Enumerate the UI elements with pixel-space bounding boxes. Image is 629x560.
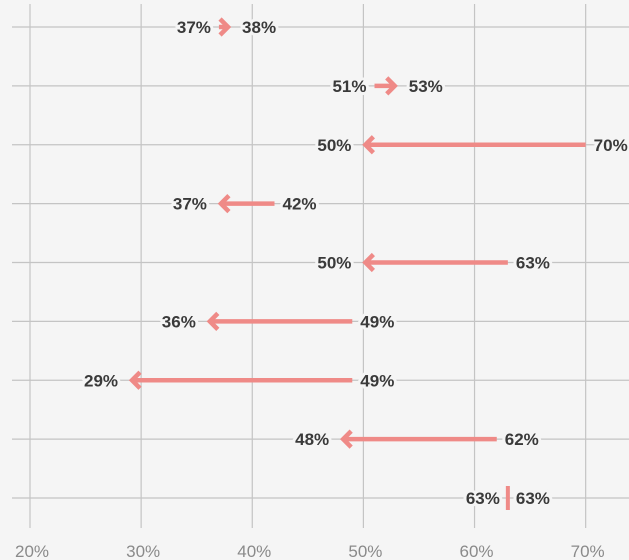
end-value-label: 29%: [84, 371, 118, 390]
x-tick-label: 60%: [460, 542, 494, 560]
arrow-head: [128, 370, 142, 390]
arrow-series: [128, 17, 586, 510]
end-value-label: 36%: [162, 312, 196, 331]
arrow-head: [385, 76, 398, 96]
arrow-row: [217, 194, 275, 214]
arrow-head: [339, 429, 353, 449]
arrow-row: [206, 311, 353, 331]
start-value-label: 51%: [332, 77, 366, 96]
arrow-head: [362, 135, 375, 155]
arrow-row: [218, 17, 232, 37]
end-value-label: 50%: [317, 254, 351, 273]
arrow-head: [362, 252, 375, 273]
start-value-label: 70%: [594, 136, 628, 155]
arrow-row: [362, 252, 508, 273]
arrow-row: [128, 370, 353, 390]
x-tick-label: 20%: [15, 542, 49, 560]
end-value-label: 63%: [516, 489, 550, 508]
x-tick-label: 50%: [348, 542, 382, 560]
end-value-label: 48%: [295, 430, 329, 449]
arrow-head: [206, 311, 220, 331]
arrow-head: [218, 17, 232, 37]
vertical-gridlines: [29, 4, 587, 528]
start-value-label: 63%: [466, 489, 500, 508]
arrow-row: [362, 135, 586, 155]
end-value-label: 50%: [317, 136, 351, 155]
start-value-label: 37%: [177, 18, 211, 37]
end-value-label: 37%: [173, 195, 207, 214]
data-labels: 37% 38% 51% 53% 70% 50% 42% 37% 63% 50% 49% 36% 49% 2…: [81, 15, 629, 511]
arrow-row: [374, 76, 398, 96]
x-tick-label: 40%: [237, 542, 271, 560]
end-value-label: 53%: [409, 77, 443, 96]
x-axis-ticks: 20% 30% 40% 50% 60% 70%: [15, 542, 605, 560]
x-tick-label: 30%: [126, 542, 160, 560]
start-value-label: 42%: [282, 195, 316, 214]
start-value-label: 49%: [360, 371, 394, 390]
start-value-label: 63%: [516, 254, 550, 273]
arrow-head: [217, 194, 231, 214]
x-tick-label: 70%: [571, 542, 605, 560]
arrow-row: [339, 429, 497, 449]
start-value-label: 49%: [360, 312, 394, 331]
start-value-label: 62%: [505, 430, 539, 449]
end-value-label: 38%: [242, 18, 276, 37]
